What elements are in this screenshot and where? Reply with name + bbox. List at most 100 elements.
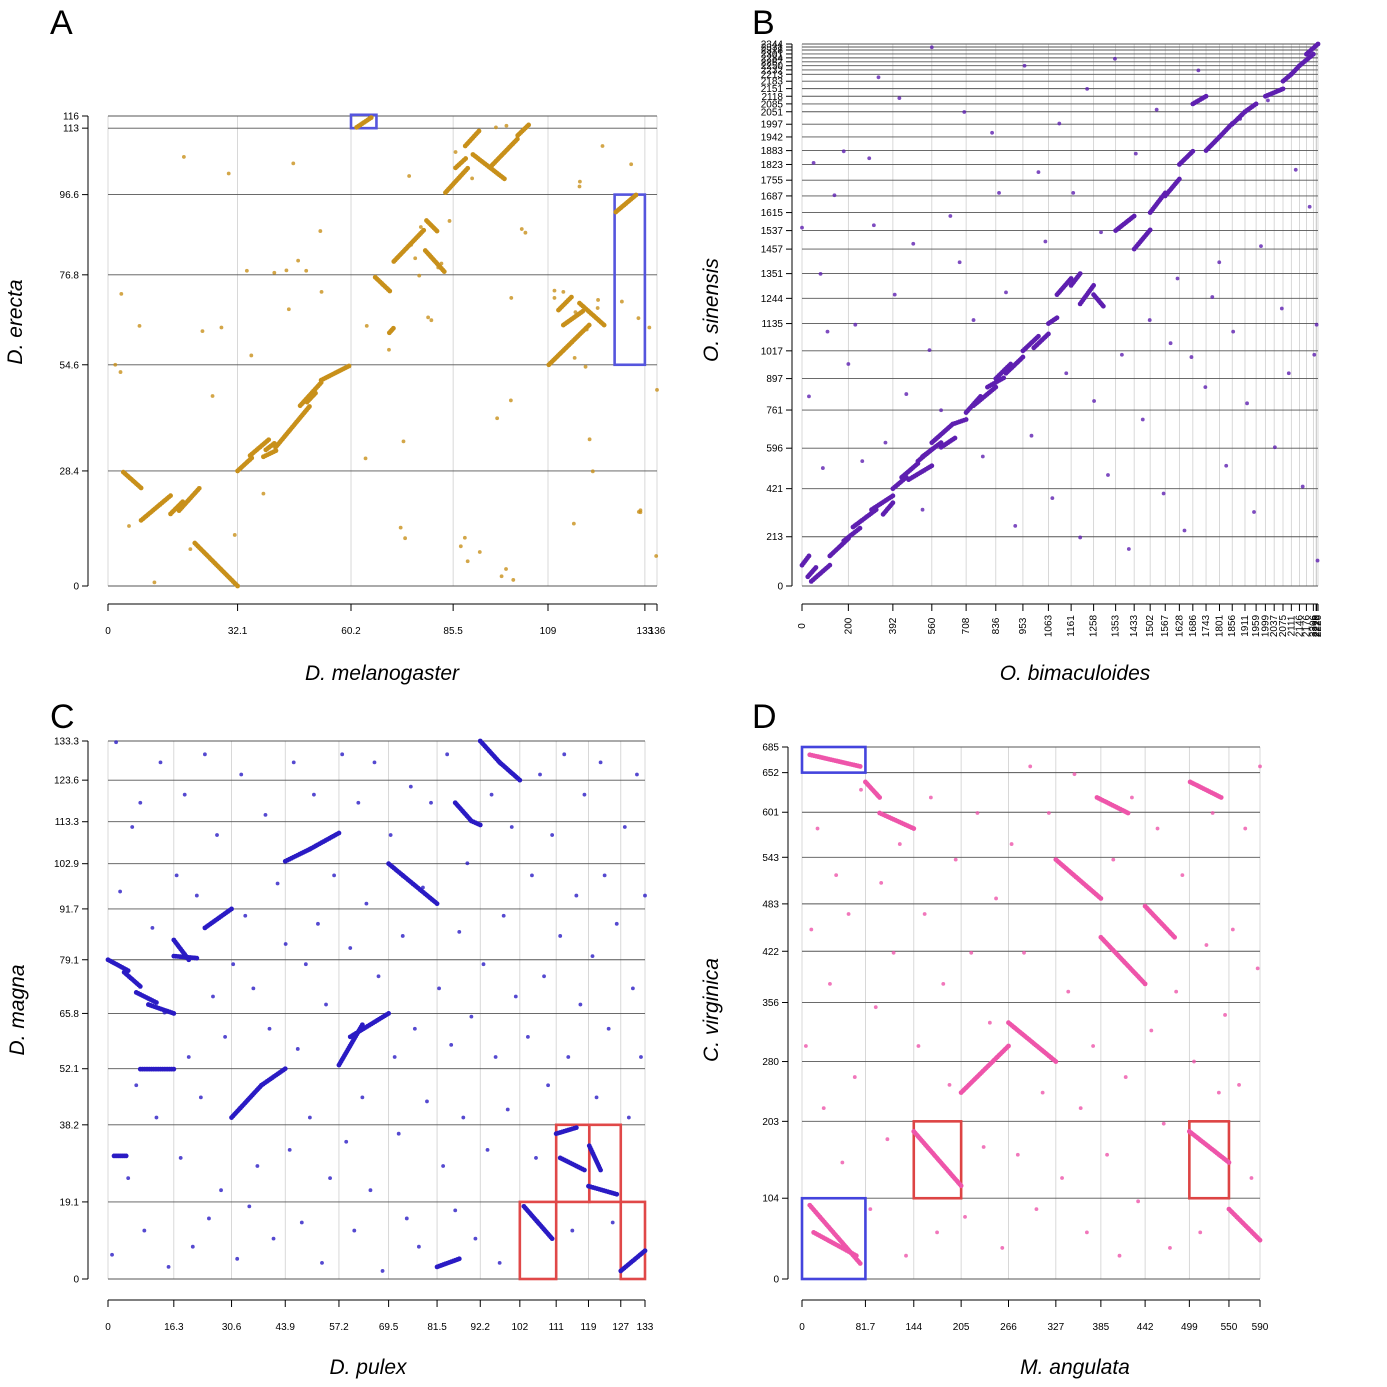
scatter-point [1168, 341, 1173, 346]
panel-a-x-title: D. melanogaster [305, 662, 460, 685]
synteny-dot [517, 777, 523, 783]
x-tick-label: 200 [843, 617, 854, 634]
y-tick-label: 2301 [761, 49, 784, 60]
scatter-point [470, 176, 475, 181]
scatter-point [1182, 528, 1187, 533]
x-tick-label: 32.1 [228, 626, 248, 637]
y-tick-label: 54.6 [60, 360, 80, 371]
scatter-point [348, 946, 353, 950]
synteny-dot [514, 136, 520, 142]
x-tick-label: 499 [1181, 1322, 1198, 1333]
scatter-point [188, 547, 193, 552]
y-tick-label: 0 [773, 1275, 779, 1286]
synteny-dot [282, 1066, 288, 1072]
synteny-dot [813, 565, 819, 570]
y-tick-label: 96.6 [60, 190, 80, 201]
scatter-point [138, 800, 143, 805]
panel-c-marks [105, 738, 648, 1274]
scatter-point [834, 873, 839, 878]
synteny-dot [476, 128, 482, 134]
scatter-point [994, 896, 998, 901]
scatter-point [511, 578, 516, 582]
scatter-point [1113, 56, 1117, 61]
scatter-point [911, 241, 916, 246]
scatter-point [1279, 306, 1284, 311]
scatter-point [150, 925, 155, 930]
synteny-dot [1098, 896, 1104, 901]
highlight-box [619, 1200, 647, 1281]
x-tick-label: 2075 [1278, 614, 1289, 637]
x-tick-label: 2111 [1286, 615, 1297, 636]
scatter-point [152, 580, 157, 585]
scatter-point [210, 394, 215, 398]
panel-c-grid [107, 740, 646, 1280]
scatter-point [243, 913, 248, 918]
synteny-dot [1125, 810, 1131, 816]
scatter-point [867, 156, 872, 161]
y-tick-label: 102.9 [54, 859, 79, 870]
scatter-point [957, 260, 962, 265]
scatter-point [244, 268, 249, 273]
scatter-point [376, 974, 381, 979]
scatter-point [261, 491, 266, 496]
synteny-dot [313, 390, 318, 396]
scatter-point [407, 174, 412, 178]
scatter-point [223, 1034, 227, 1039]
scatter-point [598, 760, 603, 765]
scatter-point [118, 889, 123, 894]
scatter-point [852, 1075, 857, 1079]
scatter-point [859, 787, 863, 792]
synteny-dot [526, 122, 532, 128]
y-tick-label: 2250 [761, 61, 784, 72]
scatter-point [1245, 401, 1249, 406]
synteny-dot [1091, 283, 1097, 288]
synteny-dot [229, 906, 234, 912]
scatter-point [477, 550, 482, 554]
synteny-dot [573, 1125, 579, 1131]
x-tick-label: 0 [797, 623, 808, 629]
scatter-point [320, 1260, 324, 1265]
synteny-dot [1131, 213, 1137, 219]
scatter-point [1133, 151, 1138, 156]
scatter-point [449, 1043, 454, 1047]
scatter-point [552, 288, 557, 293]
scatter-point [186, 1055, 191, 1059]
scatter-point [1307, 204, 1312, 209]
scatter-point [134, 1083, 139, 1088]
scatter-point [975, 811, 980, 815]
scatter-point [404, 1216, 409, 1221]
panel-b: B 0 200 392 560 708 836 953 1063 1161 1258 1353 143… [700, 4, 1324, 685]
scatter-point [853, 322, 858, 327]
y-tick-label: 2085 [761, 99, 784, 110]
synteny-dot [1068, 276, 1074, 281]
scatter-point [590, 954, 595, 959]
x-tick-label: 1258 [1089, 614, 1100, 637]
scatter-point [239, 772, 244, 777]
x-tick-label: 81.7 [856, 1322, 876, 1333]
scatter-point [137, 323, 142, 328]
scatter-point [1057, 121, 1062, 126]
y-tick-label: 76.8 [60, 270, 80, 281]
scatter-point [445, 752, 450, 757]
scatter-point [1022, 950, 1026, 955]
scatter-point [941, 981, 946, 986]
scatter-point [119, 291, 124, 296]
scatter-point [360, 1095, 365, 1100]
synteny-dot [138, 485, 144, 491]
scatter-point [1060, 1176, 1064, 1180]
y-tick-label: 1942 [761, 132, 784, 143]
synteny-dot [1176, 176, 1182, 182]
scatter-point [1175, 276, 1180, 281]
scatter-point [1315, 558, 1320, 563]
scatter-point [871, 223, 876, 228]
scatter-point [635, 772, 639, 777]
x-tick-label: 0 [105, 1322, 111, 1333]
scatter-point [1286, 371, 1291, 376]
scatter-point [809, 927, 814, 932]
scatter-point [868, 1207, 873, 1212]
panel-d-y-title: C. virginica [700, 958, 723, 1062]
x-tick-label: 2146 [1294, 614, 1305, 637]
scatter-point [368, 1188, 373, 1193]
scatter-point [1314, 322, 1319, 327]
panel-label-c: C [50, 698, 75, 736]
